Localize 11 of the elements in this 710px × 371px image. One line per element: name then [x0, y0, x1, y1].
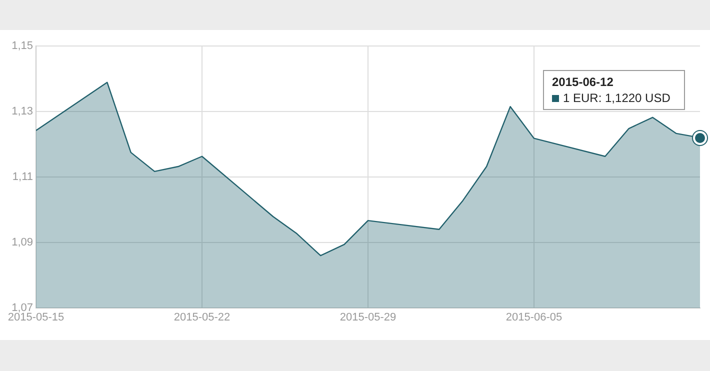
y-tick-label: 1,11 [12, 171, 33, 184]
x-tick-label: 2015-05-29 [340, 312, 396, 324]
annotation: 1 EUR: 1,1220 USD [563, 91, 670, 105]
x-tick-label: 2015-06-05 [506, 312, 562, 324]
y-tick-label: 1,15 [12, 40, 33, 52]
y-tick-label: 1,13 [12, 106, 33, 118]
x-tick-label: 2015-05-15 [8, 312, 64, 324]
y-tick-label: 1,09 [12, 236, 33, 249]
y-tick-label: 1,07 [12, 302, 33, 314]
annotation: 2015-06-12 [552, 75, 614, 89]
x-tick-label: 2015-05-22 [174, 312, 230, 324]
